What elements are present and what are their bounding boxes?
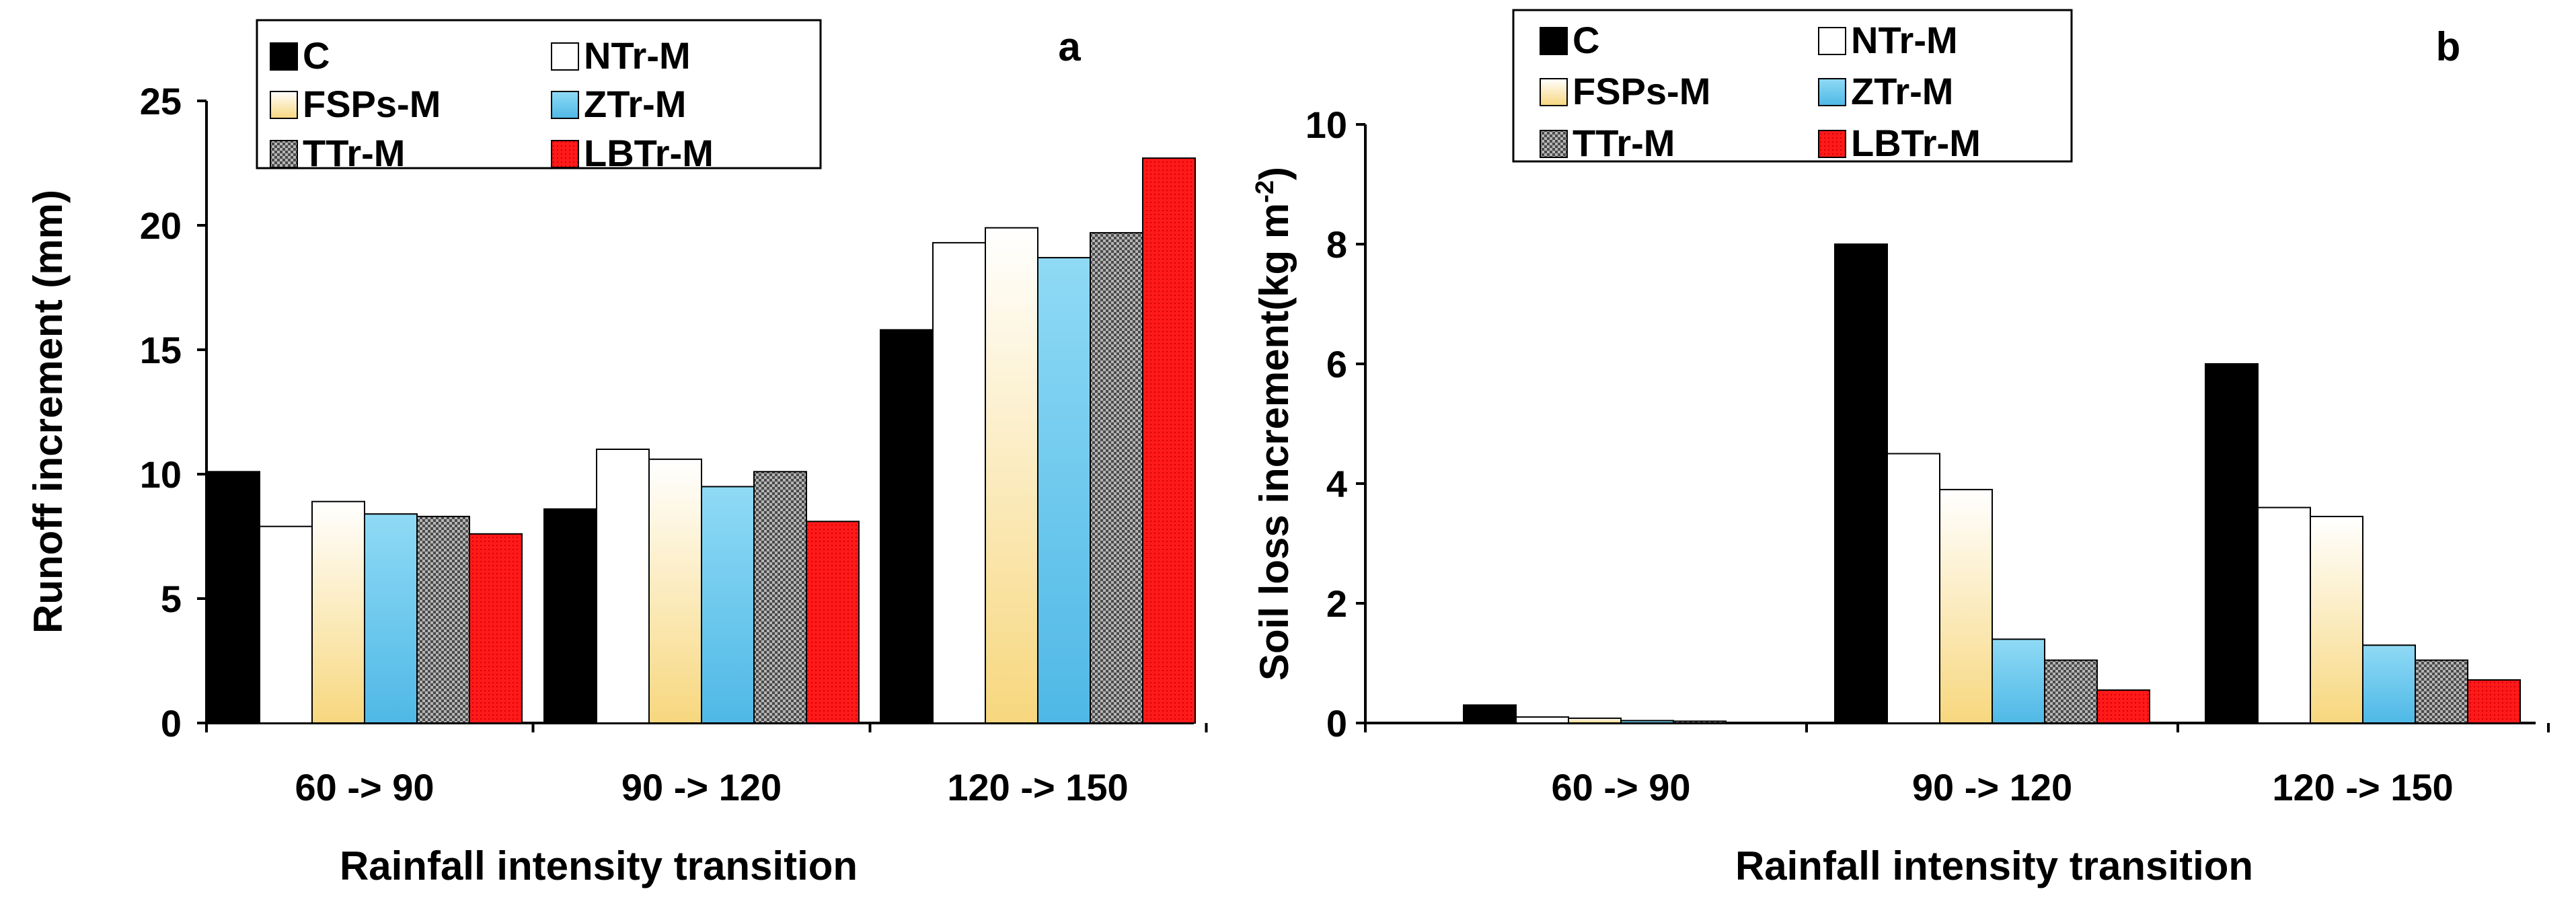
y-tick-label: 8 — [1326, 223, 1347, 266]
bar-ntr-m-3 — [2257, 506, 2311, 724]
bar-ttr-m-3 — [2415, 659, 2468, 724]
x-tick-label: 60 -> 90 — [295, 766, 434, 808]
x-tick-label: 60 -> 90 — [1551, 766, 1690, 808]
y-axis-title: Runoff increment (mm) — [26, 190, 71, 634]
y-tick-label: 4 — [1326, 463, 1347, 505]
bar-fsps-m-1 — [1568, 717, 1622, 724]
y-tick-label: 10 — [140, 453, 182, 496]
legend-swatch-fsps-m — [1540, 78, 1568, 106]
bar-ztr-m-1 — [1620, 720, 1674, 724]
y-tick-label: 0 — [161, 702, 182, 745]
legend-box — [1512, 9, 2073, 163]
legend-swatch-lbtr-m — [551, 140, 579, 168]
bar-c-3 — [2205, 363, 2259, 724]
y-tick-label: 5 — [161, 578, 182, 620]
legend-swatch-ttr-m — [270, 140, 298, 168]
bar-ztr-m-3 — [2362, 644, 2416, 724]
legend-label-ztr-m: ZTr-M — [1851, 70, 1953, 112]
legend-swatch-ztr-m — [551, 91, 579, 119]
bar-fsps-m-3 — [2310, 515, 2363, 724]
legend-swatch-ntr-m — [551, 42, 579, 71]
legend-label-fsps-m: FSPs-M — [303, 83, 441, 125]
bar-ttr-m-1 — [1673, 720, 1727, 724]
bar-fsps-m-2 — [648, 458, 702, 724]
bar-fsps-m-2 — [1939, 488, 1993, 724]
bar-c-1 — [1463, 704, 1517, 724]
bar-ttr-m-1 — [416, 515, 470, 724]
bar-ntr-m-3 — [932, 241, 986, 724]
panel-b: 0 2 4 6 8 10 60 -> 90 90 -> 120 120 -> 150 C NTr-M… — [1251, 9, 2550, 888]
y-tick-label: 6 — [1326, 343, 1347, 385]
bar-ztr-m-2 — [701, 486, 755, 724]
panel-a: 0 5 10 15 20 25 60 -> 90 90 -> 120 120 -> 150 C NT… — [26, 19, 1208, 888]
bar-ttr-m-3 — [1090, 232, 1143, 724]
legend-swatch-ntr-m — [1818, 27, 1846, 55]
y-tick-label: 0 — [1326, 702, 1347, 745]
x-tick-label: 90 -> 120 — [1912, 766, 2072, 808]
bar-fsps-m-1 — [311, 500, 365, 724]
y-tick-label: 10 — [1305, 104, 1347, 146]
bar-ntr-m-2 — [596, 449, 650, 724]
bar-c-3 — [880, 329, 934, 724]
bar-lbtr-m-1 — [469, 533, 523, 724]
bar-ztr-m-3 — [1037, 257, 1091, 724]
panel-label: a — [1058, 24, 1081, 69]
legend-swatch-c — [1540, 27, 1568, 55]
legend-label-c: C — [1573, 19, 1599, 61]
y-tick-label: 25 — [140, 80, 182, 122]
legend-label-lbtr-m: LBTr-M — [1851, 122, 1981, 164]
x-tick-label: 120 -> 150 — [947, 766, 1128, 808]
legend-swatch-c — [270, 42, 298, 71]
x-tick-label: 120 -> 150 — [2272, 766, 2453, 808]
y-tick-label: 15 — [140, 329, 182, 371]
bar-lbtr-m-3 — [2467, 679, 2521, 724]
legend-label-ttr-m: TTr-M — [1573, 122, 1675, 164]
y-tick-label: 2 — [1326, 582, 1347, 625]
y-axis-title: Soil loss increment(kg m-2) — [1251, 167, 1297, 681]
legend-label-ntr-m: NTr-M — [584, 34, 691, 77]
bar-ztr-m-1 — [364, 513, 418, 724]
bar-c-1 — [206, 471, 260, 724]
legend-swatch-lbtr-m — [1818, 130, 1846, 158]
bar-ntr-m-1 — [1515, 716, 1569, 724]
bar-lbtr-m-2 — [806, 521, 860, 724]
bar-ttr-m-2 — [2044, 659, 2098, 724]
legend-label-c: C — [303, 34, 330, 77]
bar-ztr-m-2 — [1992, 638, 2045, 724]
legend-label-fsps-m: FSPs-M — [1573, 70, 1710, 112]
legend-label-lbtr-m: LBTr-M — [584, 132, 714, 174]
bar-ntr-m-2 — [1887, 453, 1940, 724]
legend-swatch-fsps-m — [270, 91, 298, 119]
legend-label-ttr-m: TTr-M — [303, 132, 405, 174]
x-axis-title: Rainfall intensity transition — [340, 843, 858, 888]
y-tick-label: 20 — [140, 204, 182, 247]
panel-label: b — [2436, 24, 2461, 69]
bar-fsps-m-3 — [985, 227, 1038, 724]
x-tick-label: 90 -> 120 — [621, 766, 782, 808]
bar-ntr-m-1 — [259, 525, 313, 724]
bar-lbtr-m-3 — [1142, 157, 1196, 724]
bar-lbtr-m-2 — [2096, 689, 2150, 724]
bar-c-2 — [1834, 243, 1888, 724]
bar-c-2 — [543, 508, 597, 724]
bar-ttr-m-2 — [753, 471, 807, 724]
x-axis-title: Rainfall intensity transition — [1735, 843, 2253, 888]
legend-swatch-ttr-m — [1540, 130, 1568, 158]
legend-box — [256, 19, 822, 169]
legend-label-ntr-m: NTr-M — [1851, 19, 1958, 61]
legend-label-ztr-m: ZTr-M — [584, 83, 686, 125]
legend-swatch-ztr-m — [1818, 78, 1846, 106]
